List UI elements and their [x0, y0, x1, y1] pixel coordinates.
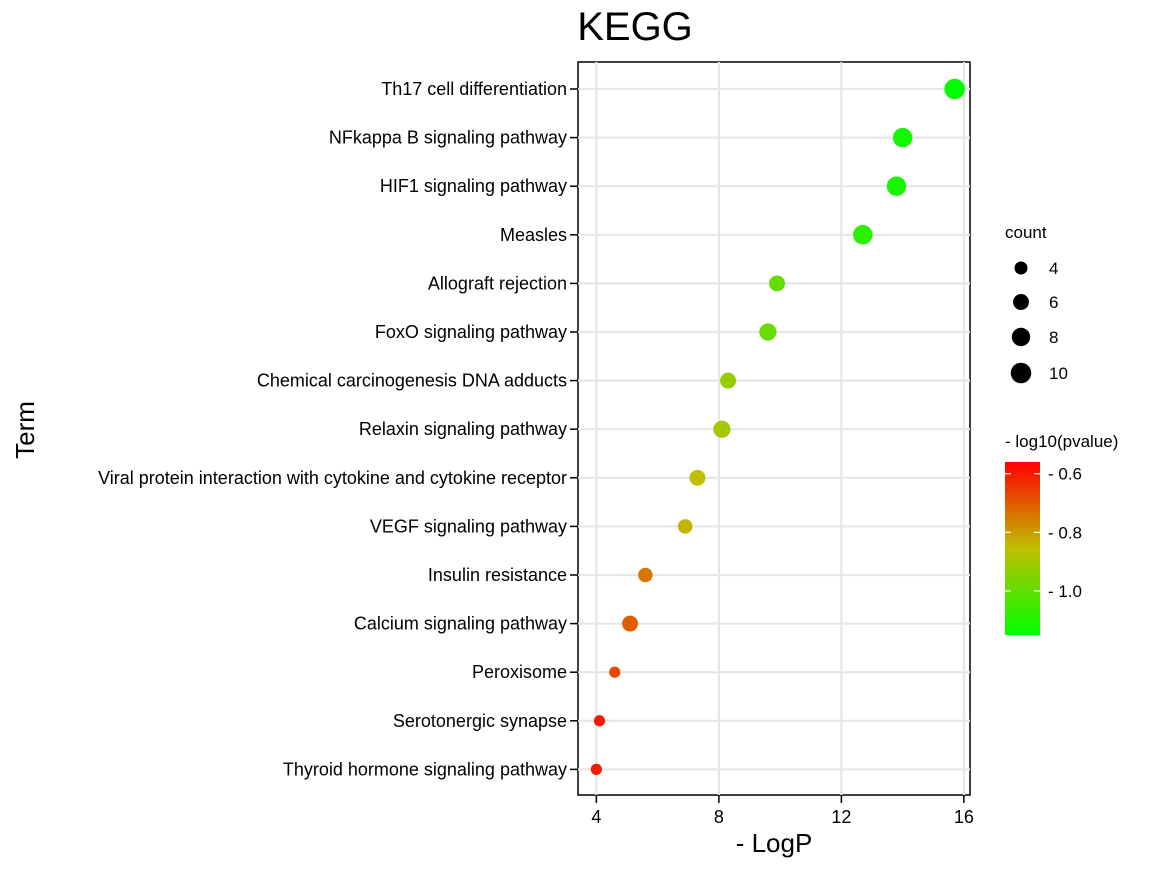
color-bar	[1005, 462, 1040, 635]
x-tick-label: 12	[831, 807, 851, 827]
size-legend-key	[1014, 261, 1028, 275]
data-point	[853, 225, 873, 245]
y-tick-label: NFkappa B signaling pathway	[329, 128, 567, 148]
y-tick-label: Measles	[500, 225, 567, 245]
data-point	[892, 127, 913, 148]
y-tick-label: Viral protein interaction with cytokine …	[98, 468, 567, 488]
data-point	[713, 420, 731, 438]
data-point	[590, 763, 603, 776]
color-legend-title: - log10(pvalue)	[1005, 432, 1118, 451]
y-tick-label: Serotonergic synapse	[393, 711, 567, 731]
y-tick-label: Peroxisome	[472, 662, 567, 682]
y-tick-label: Calcium signaling pathway	[354, 614, 567, 634]
color-legend-label: - 0.8	[1048, 523, 1082, 542]
data-point	[622, 615, 639, 632]
data-point	[609, 666, 621, 678]
data-point	[593, 715, 606, 727]
size-legend-title: count	[1005, 223, 1047, 242]
size-legend-key	[1011, 327, 1031, 347]
x-tick-label: 4	[591, 807, 601, 827]
y-tick-label: Thyroid hormone signaling pathway	[283, 759, 567, 779]
data-point	[769, 275, 786, 292]
y-tick-label: HIF1 signaling pathway	[380, 176, 567, 196]
data-point	[944, 78, 965, 100]
data-point	[720, 372, 737, 389]
color-legend-label: - 1.0	[1048, 582, 1082, 601]
size-legend-label: 8	[1049, 328, 1058, 347]
size-legend-label: 4	[1049, 259, 1058, 278]
data-point	[677, 519, 693, 534]
size-legend-key	[1013, 294, 1029, 310]
y-tick-label: Chemical carcinogenesis DNA adducts	[257, 371, 567, 391]
y-tick-label: Th17 cell differentiation	[381, 79, 567, 99]
y-tick-label: Insulin resistance	[428, 565, 567, 585]
y-tick-label: VEGF signaling pathway	[370, 516, 567, 536]
size-legend-label: 6	[1049, 293, 1058, 312]
x-tick-label: 8	[714, 807, 724, 827]
size-legend-label: 10	[1049, 364, 1068, 383]
y-tick-label: Allograft rejection	[428, 273, 567, 293]
x-axis-label: - LogP	[736, 828, 813, 858]
color-legend-label: - 0.6	[1048, 465, 1082, 484]
chart-title: KEGG	[577, 5, 693, 49]
x-tick-label: 16	[954, 807, 974, 827]
data-point	[886, 176, 907, 196]
y-tick-label: FoxO signaling pathway	[375, 322, 567, 342]
y-axis-label: Term	[10, 401, 40, 459]
data-point	[759, 323, 777, 341]
size-legend-key	[1010, 362, 1032, 384]
y-tick-label: Relaxin signaling pathway	[359, 419, 567, 439]
data-point	[689, 469, 706, 486]
data-point	[638, 567, 653, 583]
